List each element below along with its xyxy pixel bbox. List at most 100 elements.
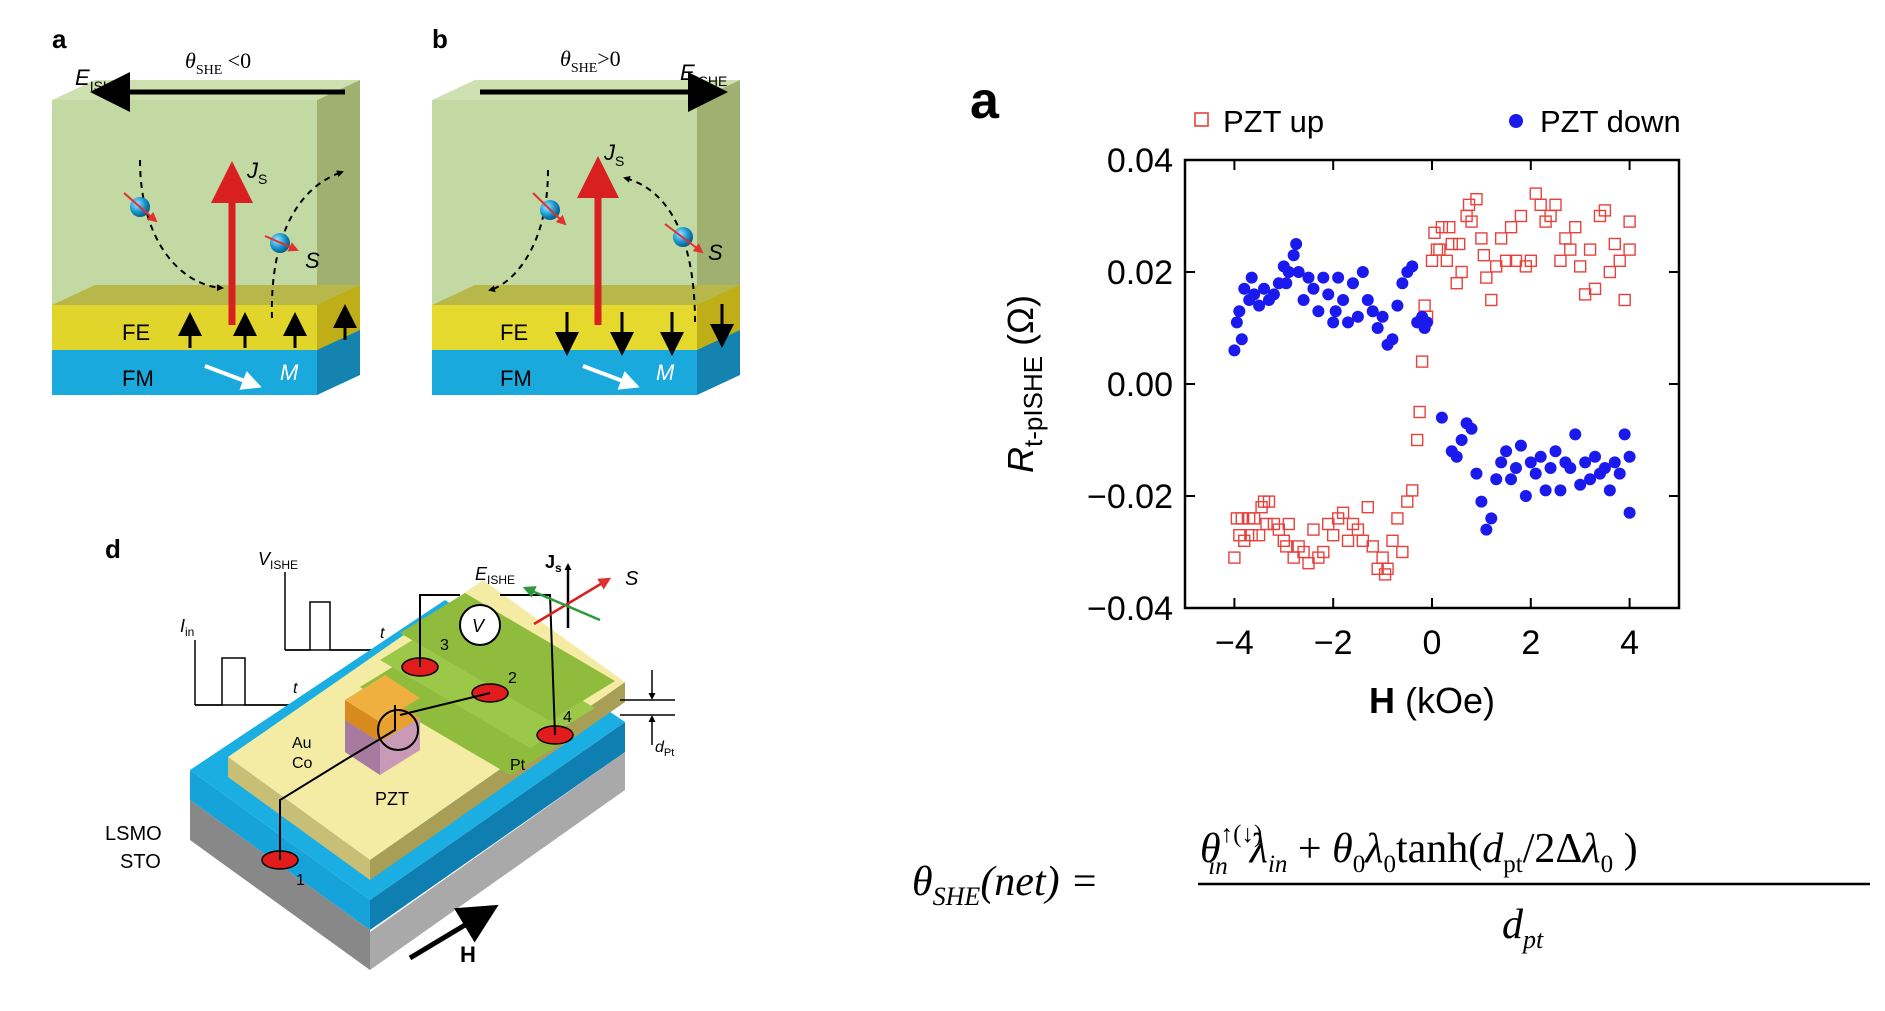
data-point-pzt-down [1386, 333, 1399, 346]
data-point-pzt-up [1564, 243, 1577, 256]
legend-label-down: PZT down [1540, 104, 1681, 139]
svg-text:EISHE: EISHE [75, 65, 122, 94]
data-point-pzt-down [1287, 249, 1300, 262]
data-point-pzt-down [1371, 322, 1384, 334]
data-point-pzt-up [1559, 232, 1572, 245]
svg-text:1: 1 [296, 872, 305, 889]
data-point-pzt-up [1410, 433, 1424, 447]
data-point-pzt-down [1297, 294, 1310, 306]
panel-a: a EISHE θSHE <0 JS S [52, 24, 360, 395]
data-point-pzt-up [1598, 204, 1612, 217]
data-point-pzt-up [1603, 265, 1617, 279]
data-point-pzt-down [1361, 294, 1374, 306]
data-point-pzt-up [1504, 220, 1518, 234]
field-axes: EISHE Js S [475, 552, 639, 628]
data-point-pzt-down [1292, 266, 1305, 278]
pt-strip [400, 593, 615, 721]
i-in-pulse: Iin t [180, 616, 298, 706]
data-point-pzt-down [1317, 271, 1330, 284]
data-point-pzt-down [1519, 490, 1532, 502]
data-point-pzt-down [1470, 467, 1483, 480]
x-tick-label: 4 [1620, 624, 1639, 662]
data-point-pzt-down [1569, 428, 1582, 441]
data-point-pzt-up [1480, 271, 1493, 284]
svg-text:FE: FE [500, 320, 528, 345]
data-point-pzt-down [1480, 523, 1493, 536]
data-point-pzt-down [1235, 333, 1248, 346]
data-point-pzt-up [1443, 220, 1456, 234]
data-point-pzt-down [1574, 478, 1587, 491]
current-source-circle [377, 709, 419, 751]
data-point-pzt-down [1230, 316, 1243, 329]
legend-marker-down [1509, 114, 1523, 128]
data-point-pzt-up [1425, 254, 1439, 268]
svg-text:S: S [708, 240, 723, 265]
svg-text:H: H [460, 942, 476, 967]
data-point-pzt-down [1584, 473, 1597, 486]
chart-panel: a PZT up PZT down −4 −2 0 2 4 0.04 0.02 0.00 −0.… [970, 72, 1681, 721]
y-tick-label: 0.02 [1107, 254, 1173, 292]
data-point-pzt-down [1258, 282, 1271, 295]
voltmeter [459, 604, 501, 646]
data-point-pzt-down [1618, 428, 1631, 441]
data-point-pzt-up [1228, 551, 1241, 564]
electron-path-right [270, 170, 344, 319]
svg-text:VISHE: VISHE [258, 549, 298, 572]
data-point-pzt-up [1470, 192, 1483, 206]
data-point-pzt-down [1332, 271, 1345, 284]
data-point-pzt-up [1450, 277, 1463, 290]
legend-marker-up [1194, 112, 1209, 127]
data-point-pzt-down [1366, 305, 1379, 318]
data-point-pzt-down [1534, 450, 1547, 463]
data-point-pzt-up [1485, 293, 1498, 307]
svg-text:LSMO: LSMO [105, 823, 162, 845]
svg-text:EISHE: EISHE [680, 60, 727, 89]
data-point-pzt-up [1499, 254, 1513, 268]
data-point-pzt-down [1549, 445, 1562, 458]
data-point-pzt-up [1529, 187, 1542, 200]
data-point-pzt-down [1421, 316, 1434, 329]
svg-text:Au: Au [292, 735, 312, 752]
data-point-pzt-down [1346, 277, 1359, 290]
data-points [1228, 187, 1636, 581]
data-point-pzt-up [1445, 237, 1458, 251]
y-tick-label: −0.02 [1087, 478, 1173, 516]
d-pt-marker: dPt [620, 670, 675, 759]
data-point-pzt-up [1583, 243, 1597, 256]
legend-label-up: PZT up [1223, 104, 1324, 139]
data-point-pzt-up [1341, 534, 1355, 547]
data-point-pzt-down [1564, 462, 1577, 474]
data-point-pzt-down [1337, 294, 1350, 306]
data-point-pzt-up [1366, 540, 1379, 553]
data-point-pzt-up [1623, 243, 1636, 256]
data-point-pzt-up [1524, 254, 1538, 268]
data-point-pzt-up [1554, 254, 1567, 268]
y-tick-label: −0.04 [1087, 590, 1173, 628]
data-point-pzt-down [1450, 450, 1463, 463]
data-point-pzt-up [1252, 529, 1266, 542]
data-point-pzt-up [1280, 540, 1293, 553]
x-tick-label: 0 [1423, 624, 1442, 662]
fe-layer [432, 305, 697, 350]
data-point-pzt-down [1544, 462, 1557, 474]
x-tick-label: 2 [1521, 624, 1540, 662]
svg-text:dPt: dPt [655, 739, 674, 759]
data-point-pzt-down [1495, 456, 1508, 469]
data-point-pzt-up [1317, 545, 1330, 559]
data-point-pzt-down [1280, 277, 1293, 290]
data-point-pzt-down [1228, 344, 1241, 357]
data-point-pzt-down [1238, 282, 1251, 295]
data-point-pzt-up [1415, 355, 1429, 368]
data-point-pzt-up [1282, 517, 1295, 531]
data-point-pzt-up [1618, 293, 1631, 307]
data-point-pzt-up [1262, 495, 1276, 508]
formula-lhs: θSHE(net) = [912, 859, 1098, 911]
data-point-pzt-up [1477, 248, 1491, 262]
data-point-pzt-down [1248, 288, 1261, 301]
fe-top-glow [52, 285, 360, 305]
svg-text:Iin: Iin [180, 616, 194, 639]
data-point-pzt-up [1465, 215, 1478, 228]
data-point-pzt-up [1406, 484, 1419, 497]
data-point-pzt-up [1514, 209, 1528, 223]
